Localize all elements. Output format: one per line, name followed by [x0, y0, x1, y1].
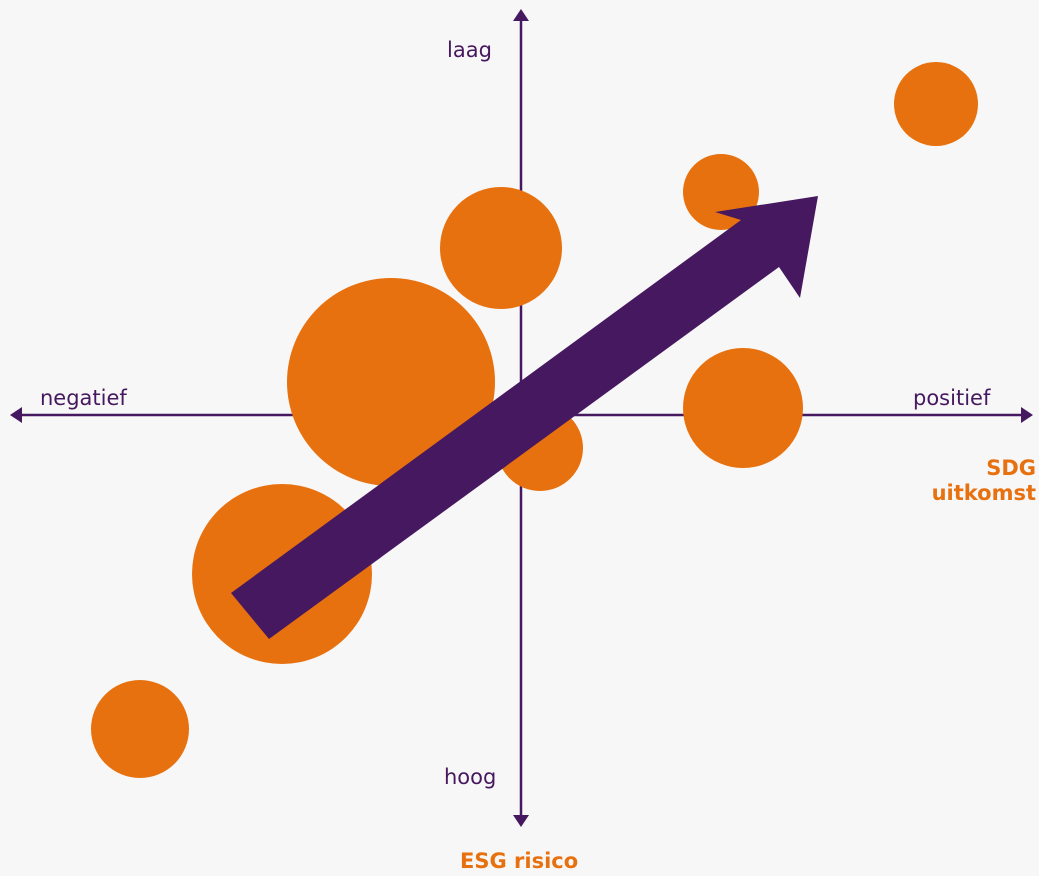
horizontal-axis-title-line1: SDG [986, 456, 1036, 480]
horizontal-axis-title: SDG uitkomst [906, 456, 1036, 506]
horizontal-axis-right-arrowhead [1021, 407, 1033, 423]
trend-arrow [231, 196, 818, 639]
horizontal-axis-left-label: negatief [40, 386, 127, 410]
horizontal-axis-left-arrowhead [10, 407, 22, 423]
horizontal-axis-title-line2: uitkomst [931, 481, 1036, 506]
vertical-axis-title: ESG risico [460, 849, 579, 873]
vertical-axis-bottom-label: hoog [444, 765, 497, 789]
bubble [894, 62, 978, 146]
vertical-axis-bottom-arrowhead [513, 815, 529, 827]
bubble [287, 278, 495, 486]
horizontal-axis-right-label: positief [913, 386, 991, 410]
vertical-axis-top-arrowhead [513, 9, 529, 21]
bubble [440, 187, 562, 309]
bubbles [91, 62, 978, 778]
bubble [91, 680, 189, 778]
bubble [683, 348, 803, 468]
vertical-axis-top-label: laag [447, 38, 492, 62]
